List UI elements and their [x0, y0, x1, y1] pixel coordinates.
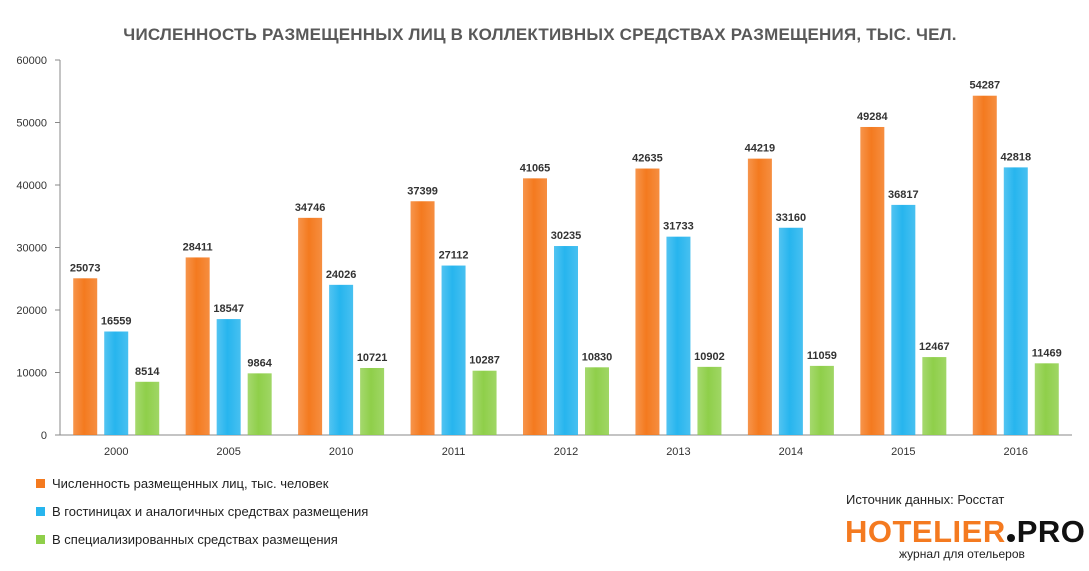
y-tick-label: 10000 — [16, 368, 47, 380]
logo-tagline: журнал для отельеров — [899, 547, 1025, 561]
bar-chart: 0 10000 20000 30000 40000 50000 60000 25073 1655… — [16, 55, 1072, 458]
x-tick-label: 2012 — [554, 446, 578, 458]
y-tick-label: 30000 — [16, 243, 47, 255]
bar-s1-2010 — [329, 284, 354, 435]
bar-s0-2014 — [747, 158, 772, 435]
bar-s0-2011 — [410, 201, 435, 435]
bar-s2-2005 — [247, 373, 272, 435]
data-label-s2-2010: 10721 — [357, 352, 388, 364]
legend-item-hotels: В гостиницах и аналогичных средствах раз… — [36, 497, 368, 525]
bar-s2-2014 — [809, 365, 834, 435]
bar-s0-2016 — [972, 95, 997, 436]
legend-item-total: Численность размещенных лиц, тыс. челове… — [36, 469, 368, 497]
bar-s1-2016 — [1003, 167, 1028, 435]
data-label-s1-2016: 42818 — [1000, 151, 1031, 163]
x-tick-label: 2013 — [666, 446, 690, 458]
x-tick-label: 2010 — [329, 446, 353, 458]
y-tick-label: 0 — [41, 430, 47, 442]
y-tick-label: 60000 — [16, 55, 47, 67]
bar-s2-2016 — [1034, 363, 1059, 435]
data-label-s1-2010: 24026 — [326, 269, 357, 281]
bar-s1-2011 — [441, 265, 466, 435]
bar-s1-2015 — [891, 204, 916, 435]
data-label-s0-2000: 25073 — [70, 262, 101, 274]
x-tick-label: 2016 — [1004, 446, 1028, 458]
data-label-s1-2005: 18547 — [213, 303, 244, 315]
data-label-s2-2014: 11059 — [807, 350, 837, 362]
data-label-s0-2012: 41065 — [520, 162, 551, 174]
data-label-s1-2000: 16559 — [101, 316, 132, 328]
bar-s1-2000 — [104, 331, 129, 435]
bar-s0-2010 — [298, 217, 323, 435]
legend-item-specialized: В специализированных средствах размещени… — [36, 525, 368, 553]
data-label-s0-2005: 28411 — [183, 241, 213, 253]
data-label-s2-2015: 12467 — [919, 341, 950, 353]
bar-s0-2015 — [860, 126, 885, 435]
data-label-s0-2014: 44219 — [745, 143, 776, 155]
x-tick-label: 2014 — [779, 446, 803, 458]
x-tick-label: 2015 — [891, 446, 915, 458]
bar-s0-2012 — [523, 178, 547, 435]
data-label-s2-2011: 10287 — [469, 355, 500, 367]
data-label-s0-2011: 37399 — [407, 185, 438, 197]
legend-swatch-specialized — [36, 534, 45, 544]
data-label-s2-2016: 11469 — [1032, 347, 1062, 359]
logo-name: HOTELIER — [845, 514, 1006, 549]
bar-s0-2000 — [73, 278, 98, 435]
bar-s1-2013 — [666, 236, 691, 435]
bar-s1-2012 — [554, 246, 578, 435]
data-label-s0-2010: 34746 — [295, 202, 326, 214]
bar-s1-2005 — [216, 319, 241, 435]
data-source-note: Источник данных: Росстат — [846, 492, 1005, 507]
logo-ext: PRO — [1016, 514, 1086, 549]
bar-s2-2013 — [697, 366, 722, 435]
y-tick-label: 40000 — [16, 180, 47, 192]
legend-label-specialized: В специализированных средствах размещени… — [52, 531, 338, 547]
data-label-s0-2013: 42635 — [632, 153, 663, 165]
legend-label-hotels: В гостиницах и аналогичных средствах раз… — [52, 503, 369, 519]
x-tick-label: 2011 — [442, 446, 466, 458]
data-label-s0-2015: 49284 — [857, 111, 888, 123]
bar-s0-2013 — [635, 168, 660, 435]
y-tick-label: 50000 — [16, 118, 47, 130]
bar-s2-2010 — [360, 367, 385, 435]
bar-s2-2012 — [585, 367, 609, 435]
data-label-s1-2012: 30235 — [551, 230, 582, 242]
logo-dot-icon — [1006, 534, 1015, 542]
legend-label-total: Численность размещенных лиц, тыс. челове… — [52, 475, 329, 491]
data-label-s2-2000: 8514 — [135, 366, 160, 378]
data-label-s1-2011: 27112 — [439, 250, 469, 262]
chart-title: ЧИСЛЕННОСТЬ РАЗМЕЩЕННЫХ ЛИЦ В КОЛЛЕКТИВН… — [123, 25, 957, 44]
data-label-s2-2012: 10830 — [582, 351, 613, 363]
data-label-s0-2016: 54287 — [969, 80, 1000, 92]
x-tick-label: 2005 — [216, 446, 240, 458]
bar-s2-2015 — [922, 357, 947, 435]
data-label-s2-2005: 9864 — [247, 357, 272, 369]
chart-legend: Численность размещенных лиц, тыс. челове… — [36, 469, 368, 553]
data-label-s1-2013: 31733 — [663, 221, 694, 233]
data-label-s1-2014: 33160 — [776, 212, 807, 224]
y-tick-label: 20000 — [16, 305, 47, 317]
data-label-s1-2015: 36817 — [888, 189, 919, 201]
bar-s2-2011 — [472, 370, 497, 435]
x-tick-label: 2000 — [104, 446, 128, 458]
bar-s0-2005 — [185, 257, 210, 435]
bar-s1-2014 — [778, 227, 803, 435]
data-label-s2-2013: 10902 — [694, 351, 725, 363]
legend-swatch-hotels — [36, 506, 45, 516]
legend-swatch-total — [36, 478, 45, 488]
bar-s2-2000 — [135, 381, 160, 435]
